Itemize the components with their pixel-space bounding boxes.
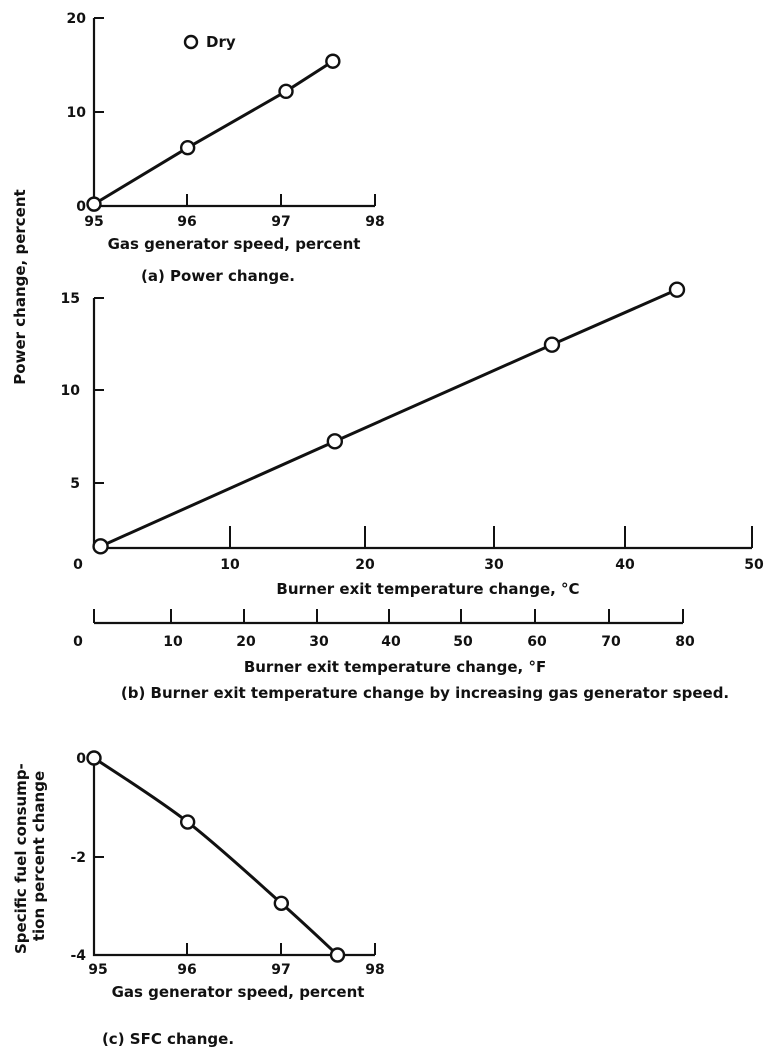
panel-c: 0 -2 -4 95 96 97 98 Specific fuel consum… xyxy=(12,750,385,1048)
fahrenheit-tick-label: 40 xyxy=(381,634,401,650)
fahrenheit-tick-label: 30 xyxy=(309,634,329,650)
panel-a-series-line xyxy=(93,59,334,206)
panel-b-xtick-label: 10 xyxy=(220,557,240,573)
panel-a-ytick-label: 0 xyxy=(76,199,86,215)
fahrenheit-tick-label: 70 xyxy=(601,634,621,650)
panel-b-series-line xyxy=(99,288,678,548)
panel-c-ytick-label: -4 xyxy=(70,948,86,964)
panel-a-xlabel: Gas generator speed, percent xyxy=(108,235,361,253)
panel-c-xtick-label: 97 xyxy=(271,962,290,978)
panel-b: 15 10 5 0 10 20 30 40 50 Burner exit tem… xyxy=(61,281,764,702)
fahrenheit-tick-label: 20 xyxy=(236,634,256,650)
panel-a: 20 10 0 95 96 97 98 Gas generator speed,… xyxy=(67,11,385,285)
fahrenheit-tick-label: 80 xyxy=(675,634,695,650)
panel-b-xtick-label: 40 xyxy=(615,557,635,573)
panel-b-caption: (b) Burner exit temperature change by in… xyxy=(121,684,729,702)
fahrenheit-tick-label: 60 xyxy=(527,634,547,650)
panel-c-data-point xyxy=(329,947,346,963)
panel-a-data-point xyxy=(325,53,341,69)
panel-c-ylabel-line2: tion percent change xyxy=(30,771,48,941)
panel-a-data-point xyxy=(86,196,102,212)
panel-b-data-point xyxy=(326,433,344,450)
panel-c-caption: (c) SFC change. xyxy=(102,1030,234,1048)
panel-a-xtick-label: 95 xyxy=(84,214,103,230)
panel-c-xtick-label: 96 xyxy=(177,962,196,978)
panel-a-data-point xyxy=(278,83,294,100)
panel-b-ytick-label: 5 xyxy=(70,476,80,492)
panel-b-xtick-label: 20 xyxy=(355,557,375,573)
panel-a-ytick-label: 20 xyxy=(67,11,87,27)
panel-b-xtick-label: 0 xyxy=(73,557,83,573)
power-ylabel: Power change, percent xyxy=(11,189,29,384)
panel-c-data-point xyxy=(86,750,102,766)
panel-a-xtick-label: 98 xyxy=(365,214,384,230)
panel-b-data-point xyxy=(543,336,561,353)
panel-c-xtick-label: 95 xyxy=(88,962,107,978)
panel-b-plot xyxy=(92,281,686,555)
panel-b-ytick-label: 15 xyxy=(61,291,80,307)
panel-c-ylabel-line1: Specific fuel consump- xyxy=(12,763,30,954)
panel-b-data-point xyxy=(668,281,686,298)
panel-c-data-point xyxy=(273,895,290,911)
panel-a-xtick-label: 96 xyxy=(177,214,196,230)
panel-b-xtick-label: 50 xyxy=(744,557,764,573)
panel-b-xlabel-fahrenheit: Burner exit temperature change, °F xyxy=(244,658,546,676)
panel-c-plot xyxy=(86,750,346,963)
panel-b-axes xyxy=(92,298,752,550)
panel-c-ylabel: Specific fuel consump- tion percent chan… xyxy=(12,758,48,954)
legend-label-dry: Dry xyxy=(206,33,236,51)
panel-a-plot xyxy=(86,53,341,212)
panel-b-xtick-label: 30 xyxy=(484,557,504,573)
panel-c-xtick-label: 98 xyxy=(365,962,384,978)
panel-c-series-line xyxy=(93,756,339,957)
fahrenheit-tick-label: 50 xyxy=(453,634,473,650)
panel-c-data-point xyxy=(179,814,196,830)
panel-b-xlabel-celsius: Burner exit temperature change, °C xyxy=(276,580,579,598)
panel-b-data-point xyxy=(92,538,109,555)
panel-b-ytick-label: 10 xyxy=(61,383,81,399)
panel-c-xlabel: Gas generator speed, percent xyxy=(112,983,365,1001)
panel-a-caption: (a) Power change. xyxy=(141,267,295,285)
legend-marker-dry xyxy=(183,34,199,50)
panel-c-ytick-label: -2 xyxy=(70,850,86,866)
panel-b-fahrenheit-ticks xyxy=(93,609,684,623)
legend: Dry xyxy=(183,33,236,51)
panel-a-xtick-label: 97 xyxy=(271,214,290,230)
panel-a-ytick-label: 10 xyxy=(67,105,87,121)
fahrenheit-tick-label: 0 xyxy=(73,634,83,650)
fahrenheit-tick-label: 10 xyxy=(163,634,183,650)
panel-a-data-point xyxy=(179,140,196,156)
panel-c-ytick-label: 0 xyxy=(76,751,86,767)
